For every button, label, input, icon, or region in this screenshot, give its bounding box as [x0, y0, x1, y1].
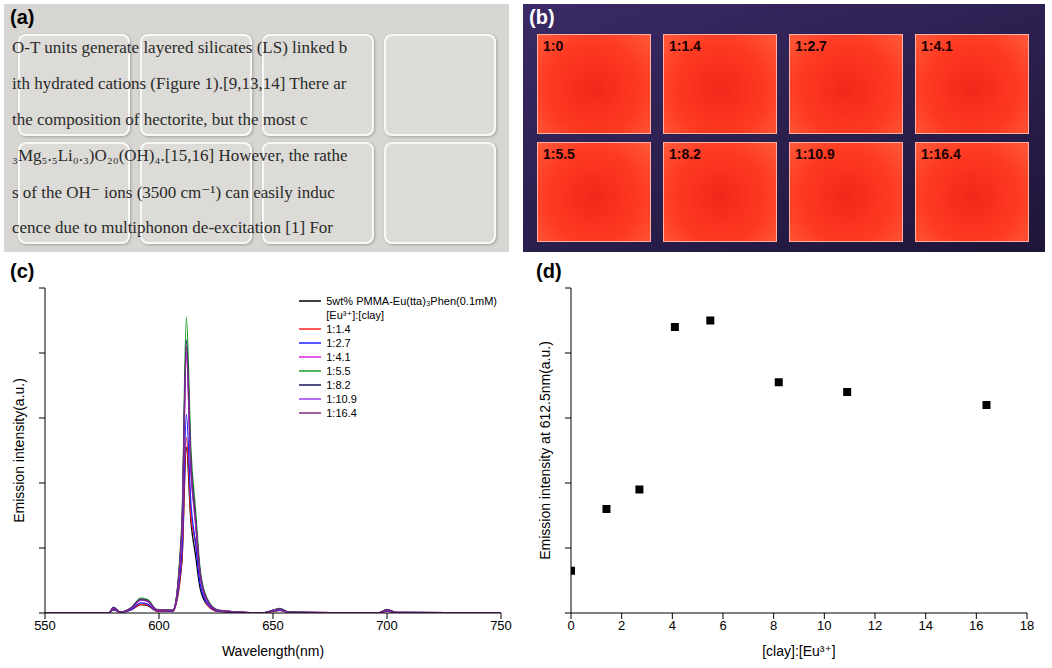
svg-text:12: 12 — [868, 618, 882, 633]
svg-text:14: 14 — [918, 618, 932, 633]
html-text:5wt% PMMA-Eu(tta)₃Phen(0.1mM): 5wt% PMMA-Eu(tta)₃Phen(0.1mM) — [326, 295, 497, 307]
svg-text:16: 16 — [969, 618, 983, 633]
html-text:1:16.4: 1:16.4 — [921, 146, 961, 162]
html-text:(a): (a) — [10, 6, 35, 28]
svg-text:2: 2 — [618, 618, 625, 633]
html-text:(d): (d) — [536, 260, 562, 282]
svg-text:18: 18 — [1020, 618, 1034, 633]
svg-text:4: 4 — [669, 618, 676, 633]
html-text:[Eu³⁺]:[clay]: [Eu³⁺]:[clay] — [326, 309, 384, 321]
svg-text:0: 0 — [567, 618, 574, 633]
svg-text:Wavelength(nm): Wavelength(nm) — [222, 643, 324, 659]
svg-text:[clay]:[Eu³⁺]: [clay]:[Eu³⁺] — [762, 643, 836, 659]
html-text:1:8.2: 1:8.2 — [669, 146, 701, 162]
svg-text:750: 750 — [490, 618, 512, 633]
html-text:1:2.7: 1:2.7 — [795, 38, 827, 54]
html-text:1:1.4: 1:1.4 — [669, 38, 701, 54]
html-text:1:5.5: 1:5.5 — [543, 146, 575, 162]
svg-text:8: 8 — [770, 618, 777, 633]
svg-text:Emission intensity at 612.5nm(: Emission intensity at 612.5nm(a.u.) — [537, 341, 553, 560]
html-text:(b): (b) — [529, 6, 555, 28]
html-text:ith hydrated cations (Figure 1: ith hydrated cations (Figure 1).[9,13,14… — [12, 74, 347, 93]
html-text:s of the OH⁻ ions (3500 cm⁻¹): s of the OH⁻ ions (3500 cm⁻¹) can easily… — [12, 183, 335, 202]
html-text:the composition of hectorite,: the composition of hectorite, but the mo… — [12, 110, 308, 129]
html-text:1:8.2: 1:8.2 — [326, 379, 351, 391]
html-text:O-T units generate layered sil: O-T units generate layered silicates (LS… — [12, 38, 348, 57]
svg-text:550: 550 — [34, 618, 56, 633]
html-text:cence due to multiphonon de-ex: cence due to multiphonon de-excitation [… — [12, 218, 333, 237]
html-text:1:16.4: 1:16.4 — [326, 407, 357, 419]
html-text:1:10.9: 1:10.9 — [795, 146, 835, 162]
html-text:₃Mg₅.₅Li₀.₃)O₂₀(OH)₄.[15,16] H: ₃Mg₅.₅Li₀.₃)O₂₀(OH)₄.[15,16] However, th… — [12, 146, 348, 165]
svg-text:600: 600 — [148, 618, 170, 633]
svg-text:650: 650 — [262, 618, 284, 633]
html-text:1:10.9: 1:10.9 — [326, 393, 357, 405]
svg-text:Emission intensity(a.u.): Emission intensity(a.u.) — [11, 378, 27, 523]
svg-text:700: 700 — [376, 618, 398, 633]
html-text:(c): (c) — [10, 260, 35, 282]
html-text:1:5.5: 1:5.5 — [326, 365, 351, 377]
html-text:1:2.7: 1:2.7 — [326, 337, 351, 349]
html-text:1:1.4: 1:1.4 — [326, 323, 351, 335]
html-text:1:4.1: 1:4.1 — [326, 351, 351, 363]
html-text:1:0: 1:0 — [543, 38, 564, 54]
html-text:1:4.1: 1:4.1 — [921, 38, 953, 54]
svg-text:6: 6 — [719, 618, 726, 633]
svg-text:10: 10 — [817, 618, 831, 633]
